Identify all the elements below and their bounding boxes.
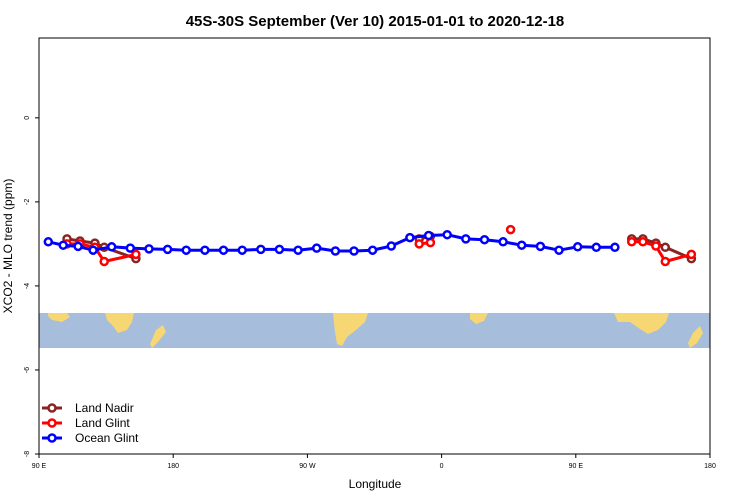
legend-marker: [47, 433, 57, 443]
data-point: [461, 234, 471, 244]
data-point: [535, 241, 546, 252]
x-tick-label: 0: [440, 463, 444, 470]
data-point: [73, 241, 83, 252]
series-ocean-glint: [43, 229, 620, 256]
data-point: [144, 244, 154, 254]
data-point: [423, 230, 434, 241]
data-point: [218, 245, 229, 255]
data-point: [686, 249, 697, 260]
data-point: [311, 243, 322, 253]
x-axis-label: Longitude: [349, 477, 402, 491]
map-land-africa: [470, 313, 488, 324]
legend-item: Land Glint: [42, 416, 130, 430]
x-tick-label: 180: [167, 463, 179, 470]
map-land-nz-2: [688, 326, 703, 348]
data-point: [516, 240, 527, 250]
data-point: [660, 242, 671, 253]
data-point: [505, 224, 516, 235]
y-tick-label: -2: [24, 199, 31, 205]
data-point: [626, 237, 637, 247]
x-axis: 90 E 180 90 W 0 90 E 180: [32, 454, 716, 470]
x-tick-label: 90 W: [299, 463, 316, 470]
data-point: [88, 245, 98, 255]
y-tick-label: -4: [24, 283, 31, 289]
data-point: [162, 244, 173, 255]
map-land-australia-2: [614, 313, 669, 334]
data-point: [498, 237, 508, 247]
series-layer: [43, 224, 697, 267]
data-point: [405, 232, 415, 243]
data-point: [651, 241, 661, 251]
legend-item: Ocean Glint: [42, 431, 139, 445]
data-point: [349, 246, 359, 256]
data-point: [330, 246, 341, 256]
data-point: [367, 245, 378, 255]
map-land-south-america: [333, 313, 368, 346]
data-point: [131, 249, 141, 260]
map-band: [39, 313, 710, 348]
legend-marker: [47, 418, 57, 428]
map-land-australia-east: [105, 313, 134, 333]
data-point: [125, 243, 136, 253]
data-point: [591, 242, 602, 253]
legend-marker: [47, 403, 57, 413]
map-land: [48, 313, 703, 348]
x-tick-label: 90 E: [569, 463, 584, 470]
data-point: [554, 245, 564, 255]
legend-label: Ocean Glint: [75, 431, 139, 445]
y-tick-label: -6: [24, 367, 31, 373]
chart-title: 45S-30S September (Ver 10) 2015-01-01 to…: [186, 13, 565, 30]
data-point: [99, 256, 109, 267]
data-point: [200, 245, 210, 255]
data-point: [293, 245, 303, 255]
legend-label: Land Glint: [75, 416, 130, 430]
legend-label: Land Nadir: [75, 401, 134, 415]
y-tick-label: -8: [24, 451, 31, 457]
data-point: [660, 256, 671, 267]
x-tick-label: 90 E: [32, 463, 47, 470]
map-land-nz: [150, 325, 166, 348]
map-land-australia: [48, 313, 70, 322]
y-axis-label: XCO2 - MLO trend (ppm): [1, 179, 15, 314]
data-point: [414, 239, 424, 249]
data-point: [274, 244, 285, 255]
data-point: [58, 240, 68, 250]
data-point: [638, 237, 648, 247]
data-point: [610, 242, 620, 253]
data-point: [256, 244, 266, 255]
legend-item: Land Nadir: [42, 401, 134, 415]
data-point: [237, 245, 247, 255]
data-point: [106, 242, 117, 252]
data-point: [442, 229, 452, 240]
plot-frame: [38, 37, 711, 455]
y-tick-label: 0: [24, 116, 31, 120]
data-point: [386, 241, 397, 251]
data-point: [572, 242, 583, 252]
map-ocean: [39, 313, 710, 348]
data-point: [43, 237, 54, 247]
data-point: [181, 245, 191, 255]
data-point: [479, 234, 490, 245]
y-axis: 0 -2 -4 -6 -8: [24, 116, 39, 457]
x-tick-label: 180: [704, 463, 716, 470]
